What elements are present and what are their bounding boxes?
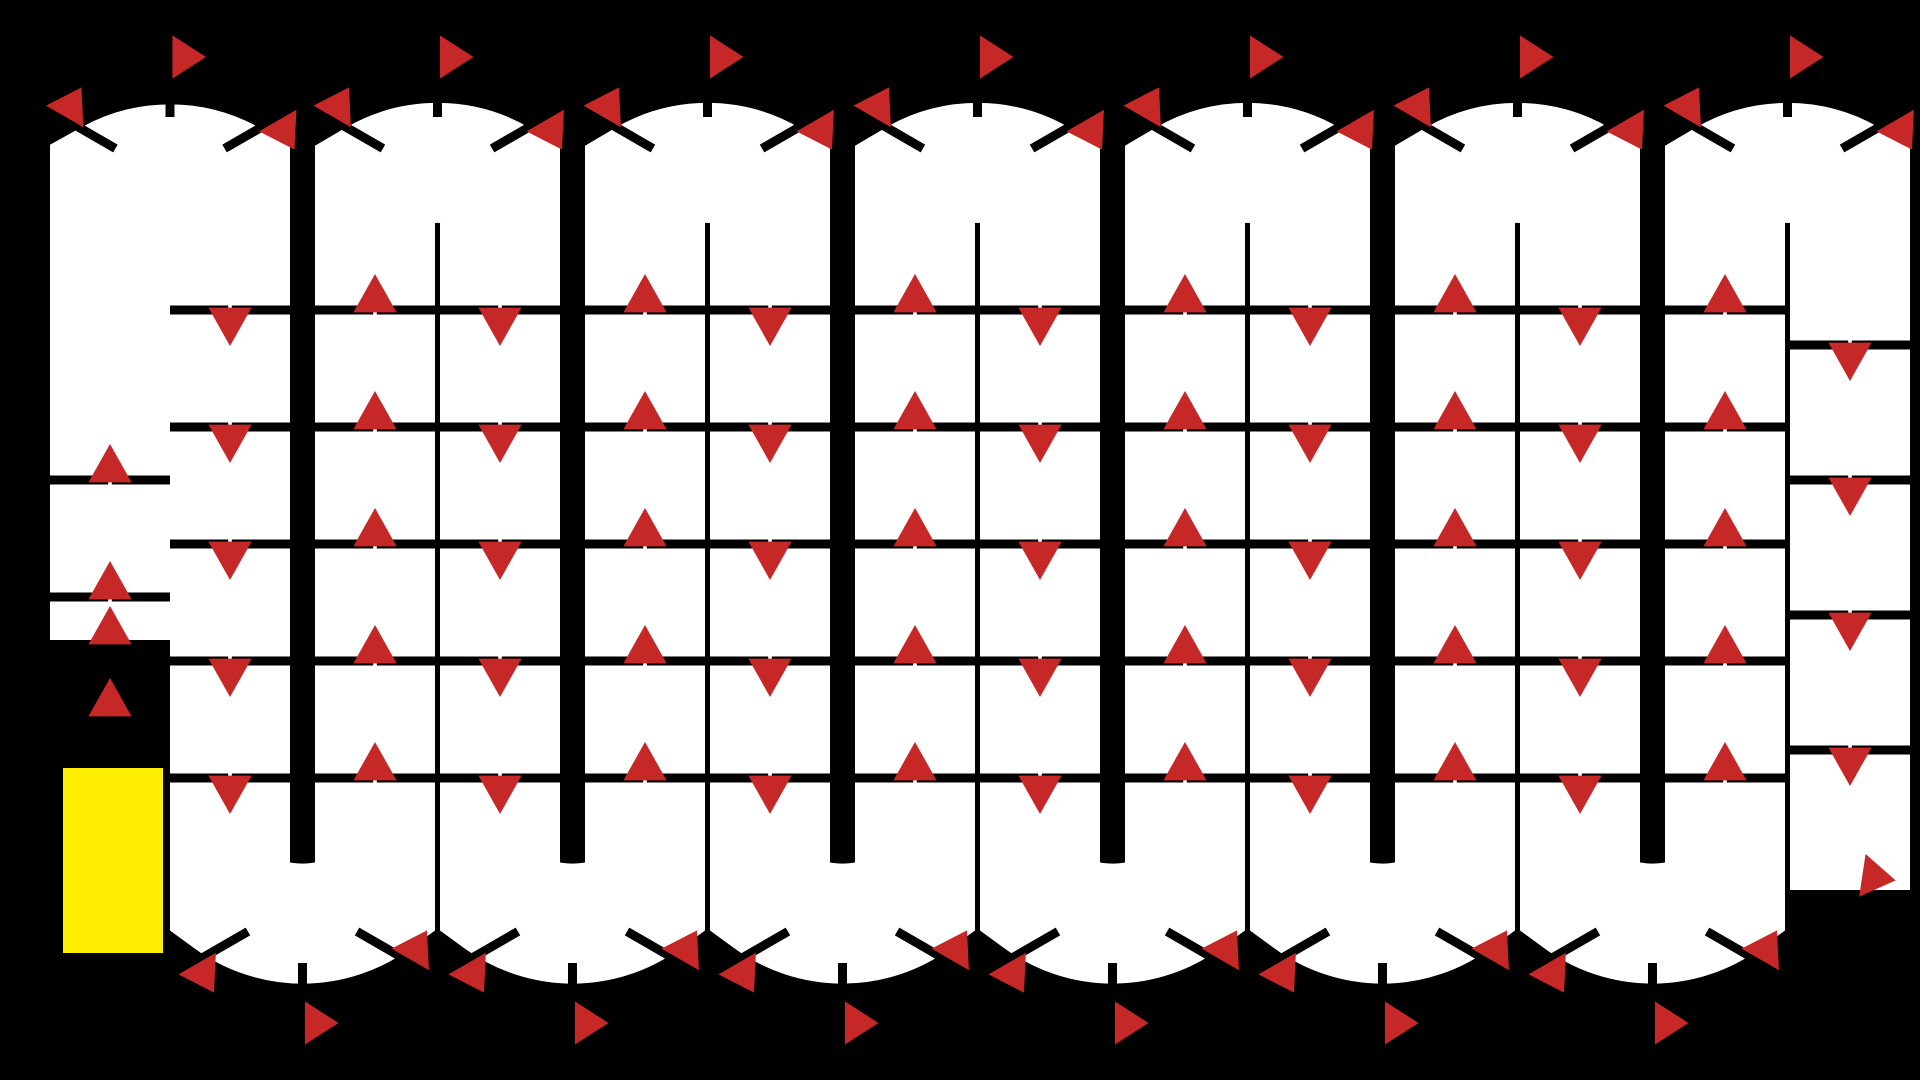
game-board xyxy=(0,0,1920,1080)
track-end-cap xyxy=(1790,840,1910,890)
player-piece[interactable] xyxy=(63,768,163,953)
